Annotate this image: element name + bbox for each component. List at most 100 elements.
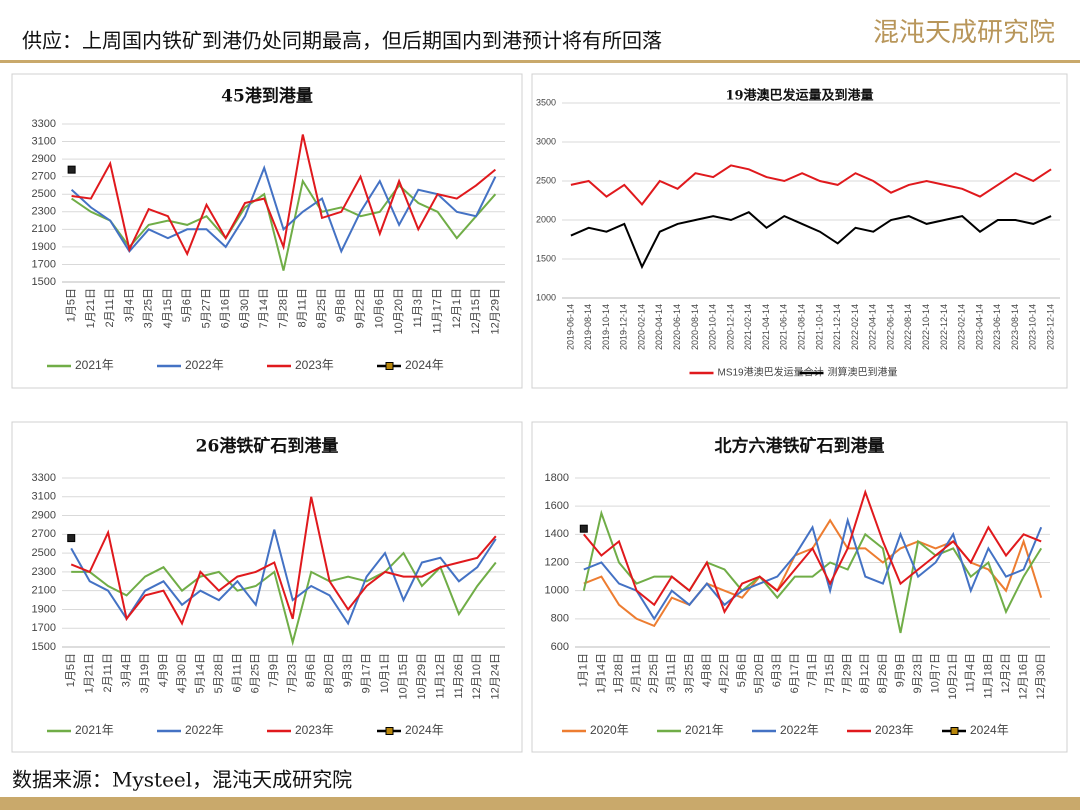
x-tick-label: 6月16日 <box>220 288 232 328</box>
x-tick-label: 2020-04-14 <box>654 304 664 350</box>
x-tick-label: 5月14日 <box>194 653 206 693</box>
x-tick-label: 2020-12-14 <box>725 304 735 350</box>
x-tick-label: 4月30日 <box>176 653 188 693</box>
x-tick-label: 4月9日 <box>157 653 169 687</box>
x-tick-label: 9月23日 <box>912 653 924 693</box>
x-tick-label: 9月22日 <box>354 288 366 328</box>
series-line <box>582 509 1043 634</box>
x-tick-label: 11月26日 <box>453 653 465 699</box>
x-tick-label: 7月23日 <box>287 653 299 693</box>
y-tick-label: 3100 <box>32 135 56 147</box>
x-tick-label: 2021-10-14 <box>814 304 824 350</box>
x-tick-label: 10月29日 <box>416 653 428 699</box>
y-tick-label: 3500 <box>536 97 556 107</box>
x-tick-label: 10月1日 <box>379 653 391 693</box>
x-tick-label: 7月29日 <box>842 653 854 693</box>
y-tick-label: 1600 <box>545 500 569 512</box>
x-tick-label: 3月11日 <box>666 653 678 693</box>
x-tick-label: 11月12日 <box>434 653 446 699</box>
x-tick-label: 1月28日 <box>613 653 625 693</box>
series-line <box>583 518 1043 628</box>
series-line <box>70 496 497 626</box>
x-tick-label: 7月14日 <box>258 288 270 328</box>
x-tick-label: 9月3日 <box>342 653 354 687</box>
x-tick-label: 12月29日 <box>489 288 501 334</box>
point-marker <box>579 524 588 533</box>
point-marker <box>67 534 76 543</box>
y-tick-label: 2500 <box>536 175 556 185</box>
x-tick-label: 2022-10-14 <box>921 304 931 350</box>
logo: 混沌天成研究院 <box>873 18 1055 48</box>
legend-marker <box>385 727 394 735</box>
x-tick-label: 6月3日 <box>771 653 783 687</box>
y-tick-label: 1400 <box>545 528 569 540</box>
legend-label: 2024年 <box>405 723 444 737</box>
chart-title: 北方六港铁矿石到港量 <box>715 436 885 457</box>
y-tick-label: 2700 <box>32 171 56 183</box>
x-tick-label: 11月3日 <box>412 288 424 328</box>
x-tick-label: 10月21日 <box>947 653 959 699</box>
x-tick-label: 2022-08-14 <box>903 304 913 350</box>
x-tick-label: 12月10日 <box>471 653 483 699</box>
x-tick-label: 2021-06-14 <box>779 304 789 350</box>
x-tick-label: 4月22日 <box>718 653 730 693</box>
series-line <box>583 488 1042 615</box>
y-tick-label: 1500 <box>536 253 556 263</box>
x-tick-label: 2月11日 <box>102 653 114 693</box>
x-tick-label: 5月6日 <box>181 288 193 322</box>
panel <box>531 73 1068 389</box>
x-tick-label: 2022-02-14 <box>850 304 860 350</box>
y-tick-label: 1500 <box>32 276 56 288</box>
series-line <box>71 551 497 647</box>
legend-label: 2023年 <box>295 723 334 737</box>
x-tick-label: 2022-06-14 <box>885 304 895 350</box>
x-tick-label: 2月11日 <box>630 653 642 693</box>
point-marker <box>67 165 76 174</box>
x-tick-label: 8月25日 <box>316 288 328 328</box>
x-tick-label: 2022-12-14 <box>939 304 949 350</box>
legend-label: 2023年 <box>295 358 334 372</box>
series-line <box>71 178 497 271</box>
x-tick-label: 2020-10-14 <box>708 304 718 350</box>
panel <box>531 421 1068 753</box>
x-tick-label: 4月15日 <box>162 288 174 328</box>
y-tick-label: 3300 <box>32 472 56 484</box>
x-tick-label: 7月15日 <box>824 653 836 693</box>
series-line <box>70 164 497 254</box>
y-tick-label: 2700 <box>32 528 56 540</box>
x-tick-label: 12月1日 <box>451 288 463 328</box>
legend-marker <box>385 362 394 370</box>
x-tick-label: 2023-12-14 <box>1045 304 1055 350</box>
x-tick-label: 2022-04-14 <box>868 304 878 350</box>
legend-label: MS19港澳巴发运量合计 <box>718 366 824 379</box>
x-tick-label: 11月4日 <box>965 653 977 693</box>
y-tick-label: 3100 <box>32 491 56 503</box>
x-tick-label: 9月9日 <box>894 653 906 687</box>
x-tick-label: 2021-02-14 <box>743 304 753 350</box>
y-tick-label: 2500 <box>32 188 56 200</box>
x-tick-label: 3月19日 <box>139 653 151 693</box>
x-tick-label: 7月28日 <box>277 288 289 328</box>
y-tick-label: 2300 <box>32 206 56 218</box>
legend-label: 2023年 <box>875 723 914 737</box>
y-tick-label: 1800 <box>545 472 569 484</box>
series-line <box>570 164 1052 206</box>
x-tick-label: 12月15日 <box>470 288 482 334</box>
chart-title: 45港到港量 <box>221 86 313 107</box>
panel <box>11 421 523 753</box>
y-tick-label: 2100 <box>32 223 56 235</box>
legend-label: 2024年 <box>405 358 444 372</box>
legend-label: 2020年 <box>590 723 629 737</box>
y-tick-label: 1200 <box>545 556 569 568</box>
y-tick-label: 2900 <box>32 153 56 165</box>
series-line <box>583 516 1043 621</box>
header-rule <box>0 60 1080 63</box>
panel <box>11 73 523 389</box>
x-tick-label: 1月21日 <box>85 288 97 328</box>
y-tick-label: 2100 <box>32 585 56 597</box>
chart-title: 26港铁矿石到港量 <box>196 436 339 457</box>
legend-label: 2022年 <box>780 723 819 737</box>
x-tick-label: 6月17日 <box>789 653 801 693</box>
x-tick-label: 2020-06-14 <box>672 304 682 350</box>
